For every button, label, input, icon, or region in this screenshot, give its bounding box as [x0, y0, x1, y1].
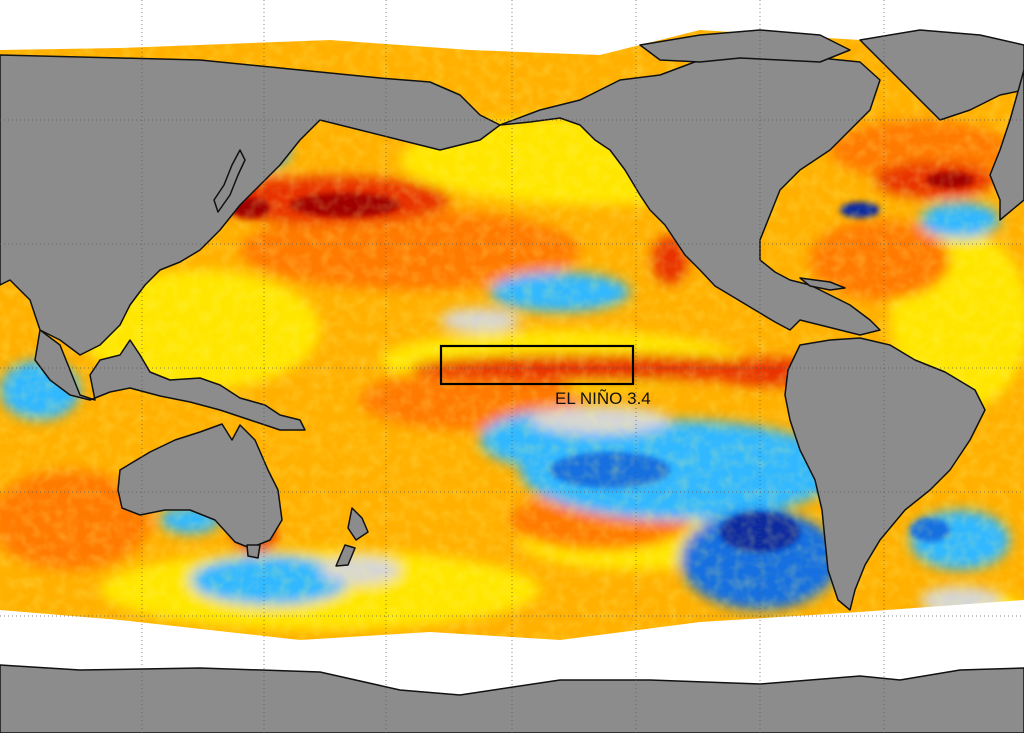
south-america-landmass	[784, 337, 986, 611]
nino-3-4-region-box	[439, 344, 635, 386]
africa-landmass	[989, 69, 1024, 221]
asia-landmass	[0, 54, 501, 356]
land	[0, 29, 1024, 733]
nino-3-4-region-label: EL NIÑO 3.4	[555, 389, 651, 408]
australia-landmass	[117, 423, 283, 549]
japan-landmass	[213, 149, 246, 213]
greenland-landmass	[859, 29, 1024, 121]
southeast-asia-landmass	[34, 329, 306, 431]
antarctica-landmass	[0, 664, 1024, 733]
new-zealand-landmass	[335, 507, 369, 567]
north-america-landmass	[499, 54, 881, 336]
